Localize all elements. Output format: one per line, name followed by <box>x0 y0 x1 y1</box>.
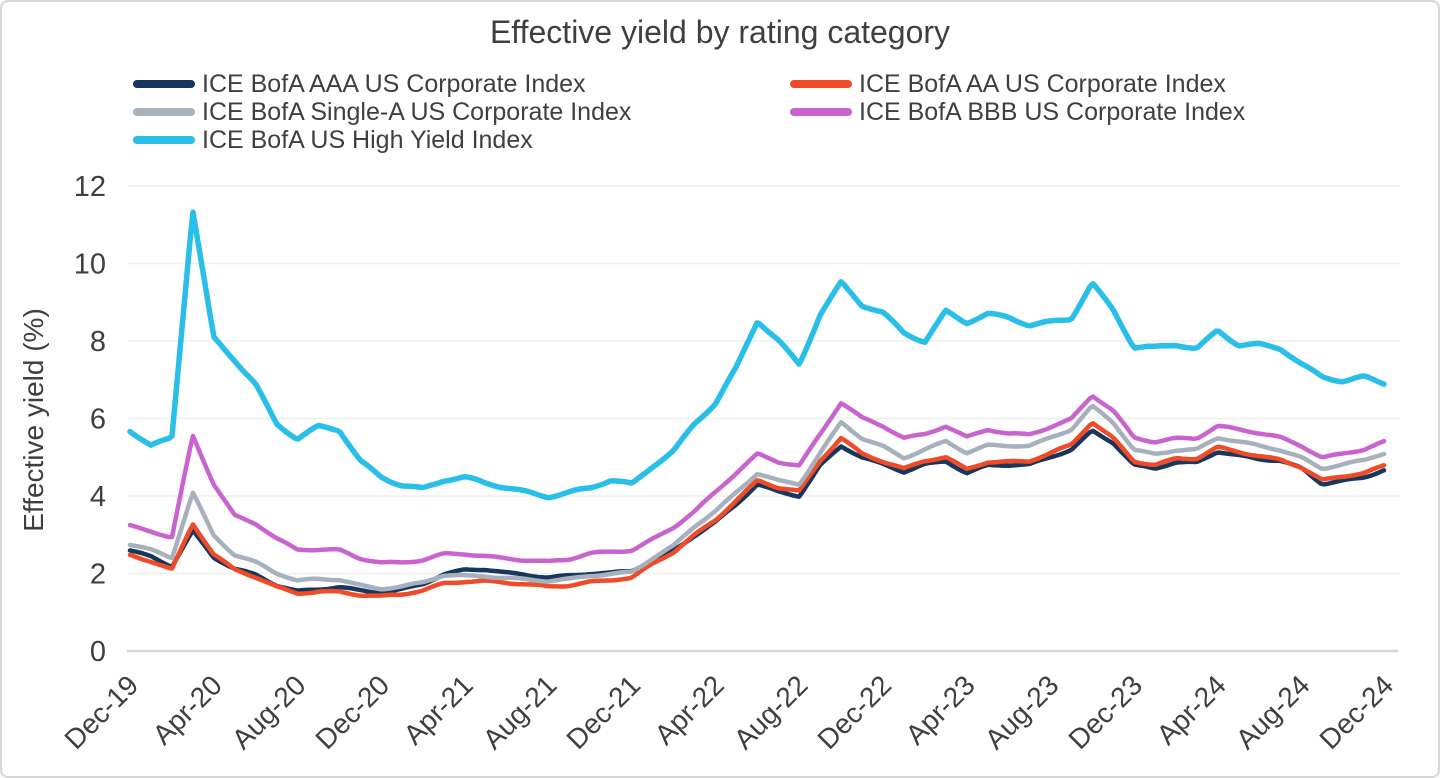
x-tick-label-Dec-24: Dec-24 <box>1313 669 1399 755</box>
x-tick-label-Dec-22: Dec-22 <box>811 669 897 755</box>
x-tick-label-Apr-21: Apr-21 <box>398 669 479 750</box>
legend-label-bbb: ICE BofA BBB US Corporate Index <box>859 97 1246 126</box>
x-tick-label-Apr-22: Apr-22 <box>649 669 730 750</box>
x-tick-label-Aug-23: Aug-23 <box>979 669 1065 755</box>
legend-label-aaa: ICE BofA AAA US Corporate Index <box>202 69 586 98</box>
chart-title: Effective yield by rating category <box>489 14 951 50</box>
bbb-line-swatch <box>790 108 852 116</box>
series-line-ice-bofa-us-high-yield-index <box>127 209 1387 501</box>
y-tick-label-4: 4 <box>90 481 106 513</box>
high-yield-line-swatch <box>133 136 195 144</box>
x-tick-label-Dec-21: Dec-21 <box>560 669 646 755</box>
aaa-line-swatch <box>133 80 195 88</box>
x-tick-label-Aug-21: Aug-21 <box>477 669 563 755</box>
y-tick-label-8: 8 <box>90 326 106 358</box>
legend-label-single-a: ICE BofA Single-A US Corporate Index <box>202 97 632 126</box>
y-tick-label-10: 10 <box>74 249 106 281</box>
y-tick-label-0: 0 <box>90 636 106 668</box>
legend-item-single-a: ICE BofA Single-A US Corporate Index <box>133 98 790 126</box>
x-tick-label-Apr-23: Apr-23 <box>900 669 981 750</box>
x-tick-label-Aug-22: Aug-22 <box>728 669 814 755</box>
legend-item-high-yield: ICE BofA US High Yield Index <box>133 126 790 154</box>
y-tick-label-2: 2 <box>90 559 106 591</box>
legend-item-aaa: ICE BofA AAA US Corporate Index <box>133 70 790 98</box>
legend: ICE BofA AAA US Corporate Index ICE BofA… <box>133 70 1390 154</box>
x-tick-label-Aug-24: Aug-24 <box>1230 669 1316 755</box>
x-tick-label-Dec-19: Dec-19 <box>58 669 144 755</box>
x-tick-label-Apr-20: Apr-20 <box>147 669 228 750</box>
aa-line-swatch <box>790 80 852 88</box>
series-line-ice-bofa-aaa-us-corporate-index <box>127 428 1387 596</box>
series-line-ice-bofa-bbb-us-corporate-index <box>127 394 1387 565</box>
single-a-line-swatch <box>133 108 195 116</box>
legend-label-high-yield: ICE BofA US High Yield Index <box>202 125 533 154</box>
y-tick-label-12: 12 <box>74 171 106 203</box>
x-tick-label-Dec-23: Dec-23 <box>1062 669 1148 755</box>
legend-label-aa: ICE BofA AA US Corporate Index <box>859 69 1226 98</box>
series-line-ice-bofa-single-a-us-corporate-index <box>127 403 1387 592</box>
x-tick-label-Aug-20: Aug-20 <box>226 669 312 755</box>
legend-item-aa: ICE BofA AA US Corporate Index <box>790 70 1390 98</box>
legend-item-bbb: ICE BofA BBB US Corporate Index <box>790 98 1390 126</box>
series-line-ice-bofa-aa-us-corporate-index <box>127 421 1387 598</box>
y-tick-label-6: 6 <box>90 404 106 436</box>
x-tick-label-Dec-20: Dec-20 <box>309 669 395 755</box>
x-tick-label-Apr-24: Apr-24 <box>1151 669 1232 750</box>
